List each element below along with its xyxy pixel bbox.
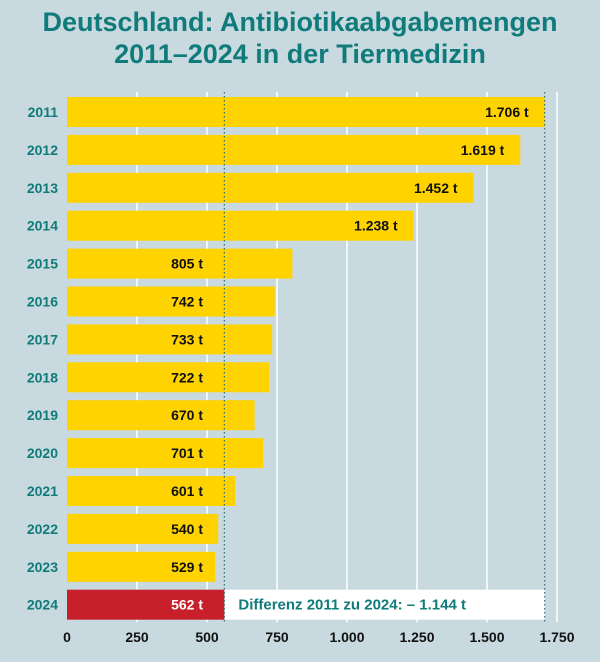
- x-tick-label: 1.250: [399, 629, 434, 645]
- annotation-text: Differenz 2011 zu 2024: – 1.144 t: [238, 597, 466, 614]
- data-label: 742 t: [171, 294, 203, 310]
- bar-2017: [67, 324, 273, 355]
- bar-2019: [67, 400, 255, 431]
- x-tick-label: 1.750: [539, 629, 574, 645]
- x-tick-label: 1.500: [469, 629, 504, 645]
- x-tick-label: 0: [63, 629, 71, 645]
- bar-2018: [67, 362, 270, 393]
- chart-title-line1: Deutschland: Antibiotikaabgabemengen: [42, 7, 558, 37]
- y-tick-label: 2021: [27, 483, 58, 499]
- y-tick-label: 2015: [27, 256, 58, 272]
- data-label: 805 t: [171, 256, 203, 272]
- bar-2016: [67, 286, 275, 317]
- x-tick-label: 1.000: [329, 629, 364, 645]
- y-tick-label: 2022: [27, 521, 58, 537]
- bar-2011: [67, 97, 545, 127]
- y-tick-label: 2014: [27, 218, 58, 234]
- data-label: 722 t: [171, 369, 203, 385]
- data-label: 670 t: [171, 407, 203, 423]
- annotation-box: [224, 589, 545, 620]
- y-tick-label: 2024: [27, 597, 58, 613]
- data-label: 701 t: [171, 445, 203, 461]
- data-label: 601 t: [171, 483, 203, 499]
- y-tick-label: 2018: [27, 369, 58, 385]
- data-label: 1.238 t: [354, 218, 398, 234]
- data-label: 1.706 t: [485, 104, 529, 120]
- data-label: 1.619 t: [461, 142, 505, 158]
- y-tick-label: 2012: [27, 142, 58, 158]
- bar-2021: [67, 476, 236, 506]
- x-tick-label: 500: [195, 629, 219, 645]
- y-tick-label: 2019: [27, 407, 58, 423]
- y-tick-label: 2020: [27, 445, 58, 461]
- bar-2024: [67, 589, 225, 620]
- bar-2022: [67, 513, 219, 544]
- data-label: 733 t: [171, 331, 203, 347]
- bar-2014: [67, 210, 414, 241]
- bar-2023: [67, 551, 216, 582]
- bar-2015: [67, 248, 293, 279]
- data-label: 529 t: [171, 559, 203, 575]
- y-tick-label: 2016: [27, 294, 58, 310]
- chart-title-line2: 2011–2024 in der Tiermedizin: [114, 39, 486, 69]
- y-tick-label: 2017: [27, 331, 58, 347]
- y-tick-label: 2011: [28, 104, 59, 120]
- x-tick-label: 750: [265, 629, 289, 645]
- data-label: 562 t: [171, 597, 203, 613]
- y-tick-label: 2013: [27, 180, 58, 196]
- bar-2020: [67, 438, 264, 469]
- x-tick-label: 250: [125, 629, 149, 645]
- data-label: 540 t: [171, 521, 203, 537]
- y-tick-label: 2023: [27, 559, 58, 575]
- data-label: 1.452 t: [414, 180, 458, 196]
- bar-2012: [67, 134, 521, 165]
- bar-2013: [67, 172, 474, 203]
